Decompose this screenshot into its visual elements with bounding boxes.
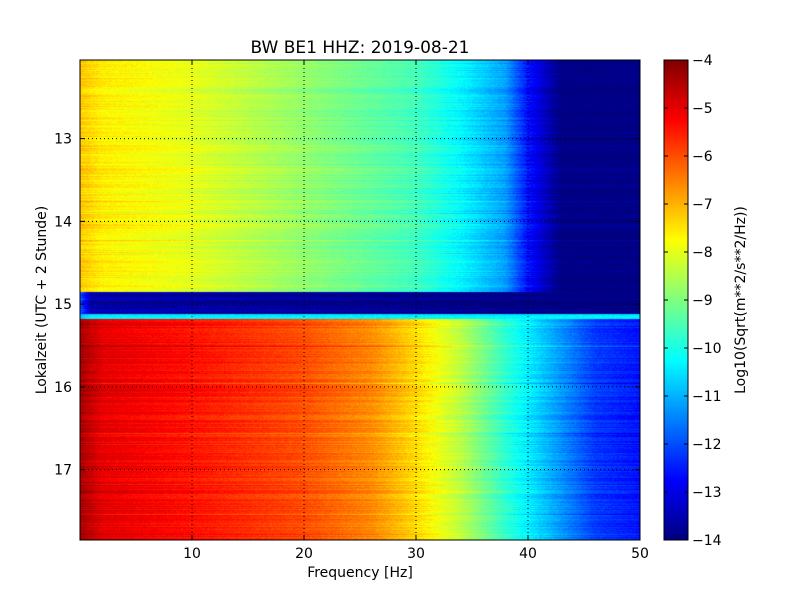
chart-title: BW BE1 HHZ: 2019-08-21 [250, 38, 469, 58]
colorbar-ticks: −4 −5 −6 −7 −8 −9 −10 −11 −12 −13 −14 [664, 53, 722, 549]
colorbar-tick-label: −9 [692, 293, 713, 309]
colorbar-label: Log10(Sqrt(m**2/s**2/Hz)) [733, 206, 749, 394]
y-tick-label: 17 [54, 463, 72, 479]
y-tick-label: 16 [54, 380, 72, 396]
x-axis: 10 20 30 40 50 [183, 60, 649, 562]
colorbar-tick-label: −6 [692, 149, 713, 165]
x-tick-label: 50 [631, 546, 649, 562]
colorbar-tick-label: −4 [692, 53, 713, 69]
grid-lines [80, 60, 640, 540]
x-tick-label: 10 [183, 546, 201, 562]
x-axis-title: Frequency [Hz] [307, 565, 413, 581]
spectrogram-heatmap [80, 60, 640, 540]
colorbar-tick-label: −5 [692, 101, 713, 117]
plot-area: 10 20 30 40 50 13 14 15 16 17 [54, 59, 649, 562]
colorbar-tick-label: −12 [692, 437, 722, 453]
x-tick-label: 40 [519, 546, 537, 562]
x-tick-label: 30 [407, 546, 425, 562]
y-tick-label: 13 [54, 132, 72, 148]
y-axis: 13 14 15 16 17 [54, 132, 640, 479]
y-tick-label: 14 [54, 214, 72, 230]
plot-frame [79, 59, 641, 541]
colorbar: −4 −5 −6 −7 −8 −9 −10 −11 −12 −13 −14 [663, 53, 722, 549]
colorbar-tick-label: −13 [692, 485, 722, 501]
x-tick-label: 20 [295, 546, 313, 562]
colorbar-tick-label: −11 [692, 389, 722, 405]
y-axis-title: Lokalzeit (UTC + 2 Stunde) [34, 206, 50, 395]
colorbar-tick-label: −14 [692, 533, 722, 549]
colorbar-tick-label: −10 [692, 341, 722, 357]
y-tick-label: 15 [54, 297, 72, 313]
colorbar-tick-label: −8 [692, 245, 713, 261]
colorbar-tick-label: −7 [692, 197, 713, 213]
